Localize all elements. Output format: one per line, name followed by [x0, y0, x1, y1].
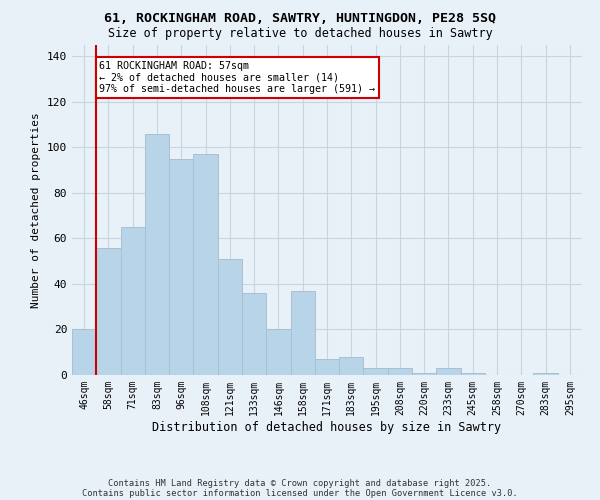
Bar [364, 368, 388, 375]
Text: 61, ROCKINGHAM ROAD, SAWTRY, HUNTINGDON, PE28 5SQ: 61, ROCKINGHAM ROAD, SAWTRY, HUNTINGDON,… [104, 12, 496, 26]
Bar [96, 248, 121, 375]
Bar [290, 291, 315, 375]
Bar [242, 293, 266, 375]
Y-axis label: Number of detached properties: Number of detached properties [31, 112, 41, 308]
Bar [218, 259, 242, 375]
Text: Size of property relative to detached houses in Sawtry: Size of property relative to detached ho… [107, 28, 493, 40]
Bar [145, 134, 169, 375]
Bar [339, 357, 364, 375]
Bar [315, 359, 339, 375]
Bar [461, 372, 485, 375]
Bar [533, 372, 558, 375]
Bar [193, 154, 218, 375]
Bar [169, 159, 193, 375]
Bar [121, 227, 145, 375]
X-axis label: Distribution of detached houses by size in Sawtry: Distribution of detached houses by size … [152, 420, 502, 434]
Text: Contains HM Land Registry data © Crown copyright and database right 2025.: Contains HM Land Registry data © Crown c… [109, 478, 491, 488]
Bar [72, 330, 96, 375]
Bar [266, 330, 290, 375]
Text: 61 ROCKINGHAM ROAD: 57sqm
← 2% of detached houses are smaller (14)
97% of semi-d: 61 ROCKINGHAM ROAD: 57sqm ← 2% of detach… [99, 61, 375, 94]
Text: Contains public sector information licensed under the Open Government Licence v3: Contains public sector information licen… [82, 488, 518, 498]
Bar [436, 368, 461, 375]
Bar [388, 368, 412, 375]
Bar [412, 372, 436, 375]
